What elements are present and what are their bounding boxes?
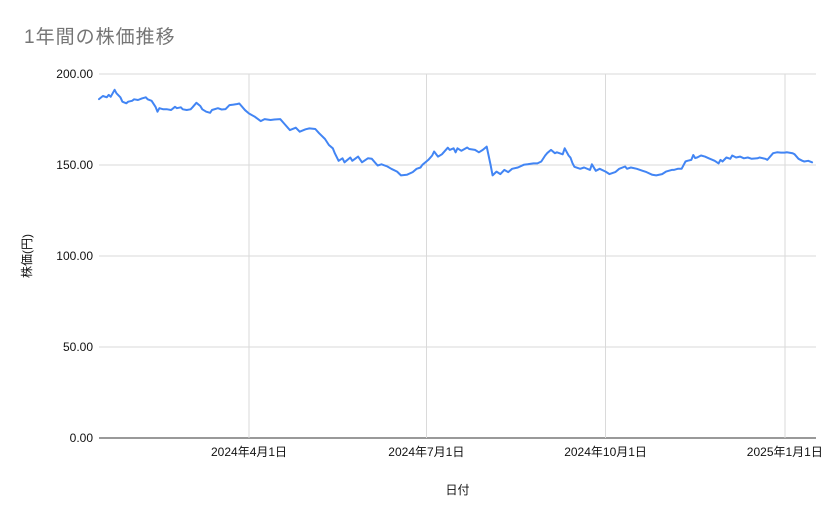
- price-line-series: [98, 88, 814, 177]
- x-tick-label: 2024年10月1日: [564, 445, 647, 459]
- y-tick-label: 50.00: [63, 340, 93, 354]
- y-axis-title: 株価(円): [19, 234, 34, 278]
- x-tick-label: 2024年7月1日: [388, 445, 464, 459]
- x-tick-label: 2024年4月1日: [211, 445, 287, 459]
- x-axis-title: 日付: [445, 483, 469, 497]
- y-tick-label: 150.00: [56, 158, 93, 172]
- chart-title: 1年間の株価推移: [24, 27, 176, 48]
- x-tick-label: 2025年1月1日: [747, 445, 823, 459]
- y-tick-label: 200.00: [56, 67, 93, 81]
- y-tick-label: 100.00: [56, 249, 93, 263]
- y-tick-label: 0.00: [70, 431, 94, 445]
